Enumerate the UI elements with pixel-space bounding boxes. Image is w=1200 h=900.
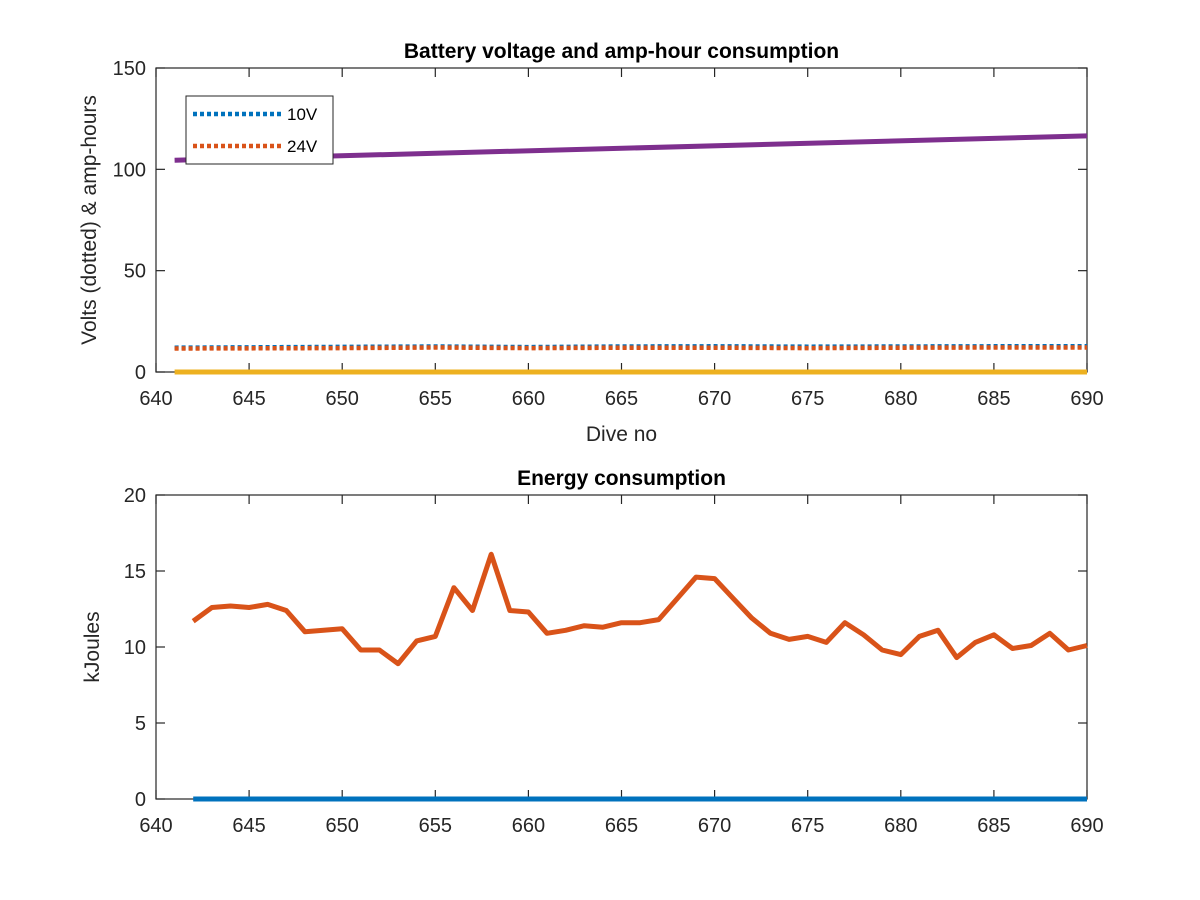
x-tick-label: 640 (139, 388, 172, 410)
x-tick-label: 650 (326, 388, 359, 410)
legend-label: 10V (287, 105, 318, 124)
x-tick-label: 645 (232, 815, 265, 837)
x-axis-label: Dive no (586, 423, 657, 446)
x-tick-label: 675 (791, 815, 824, 837)
x-tick-label: 690 (1070, 815, 1103, 837)
y-tick-label: 5 (135, 713, 146, 735)
series-line-24v (174, 345, 1087, 351)
chart-panel-2: 640 645 650 655 660 665 670 675 680 685 690 0 5 10 15 2… (81, 467, 1104, 837)
x-tick-label: 685 (977, 388, 1010, 410)
x-tick-label: 660 (512, 815, 545, 837)
series-line-series-2 (191, 551, 1088, 667)
y-tick-label: 150 (113, 58, 146, 80)
x-tick-label: 640 (139, 815, 172, 837)
x-tick-label: 660 (512, 388, 545, 410)
x-tick-label: 670 (698, 388, 731, 410)
legend: 10V 24V (185, 95, 334, 165)
y-tick-label: 0 (135, 362, 146, 384)
x-tick-label: 665 (605, 388, 638, 410)
y-axis-label: Volts (dotted) & amp-hours (78, 95, 101, 345)
y-tick-label: 50 (124, 261, 146, 283)
x-tick-label: 685 (977, 815, 1010, 837)
y-tick-label: 0 (135, 789, 146, 811)
y-tick-label: 100 (113, 159, 146, 181)
x-tick-label: 655 (419, 815, 452, 837)
legend-label: 24V (287, 137, 318, 156)
x-tick-label: 665 (605, 815, 638, 837)
x-tick-label: 670 (698, 815, 731, 837)
legend-box (185, 95, 334, 165)
x-tick-label: 650 (326, 815, 359, 837)
x-tick-label: 645 (232, 388, 265, 410)
chart-panel-1: 640 645 650 655 660 665 670 675 680 685 690 0 50 100 1… (78, 40, 1104, 446)
x-tick-label: 675 (791, 388, 824, 410)
chart-title: Energy consumption (517, 467, 726, 490)
x-tick-label: 690 (1070, 388, 1103, 410)
y-tick-label: 20 (124, 485, 146, 507)
y-tick-label: 15 (124, 561, 146, 583)
x-tick-label: 680 (884, 388, 917, 410)
x-tick-label: 680 (884, 815, 917, 837)
y-tick-label: 10 (124, 637, 146, 659)
x-tick-label: 655 (419, 388, 452, 410)
chart-title: Battery voltage and amp-hour consumption (404, 40, 839, 63)
y-axis-label: kJoules (81, 611, 104, 682)
